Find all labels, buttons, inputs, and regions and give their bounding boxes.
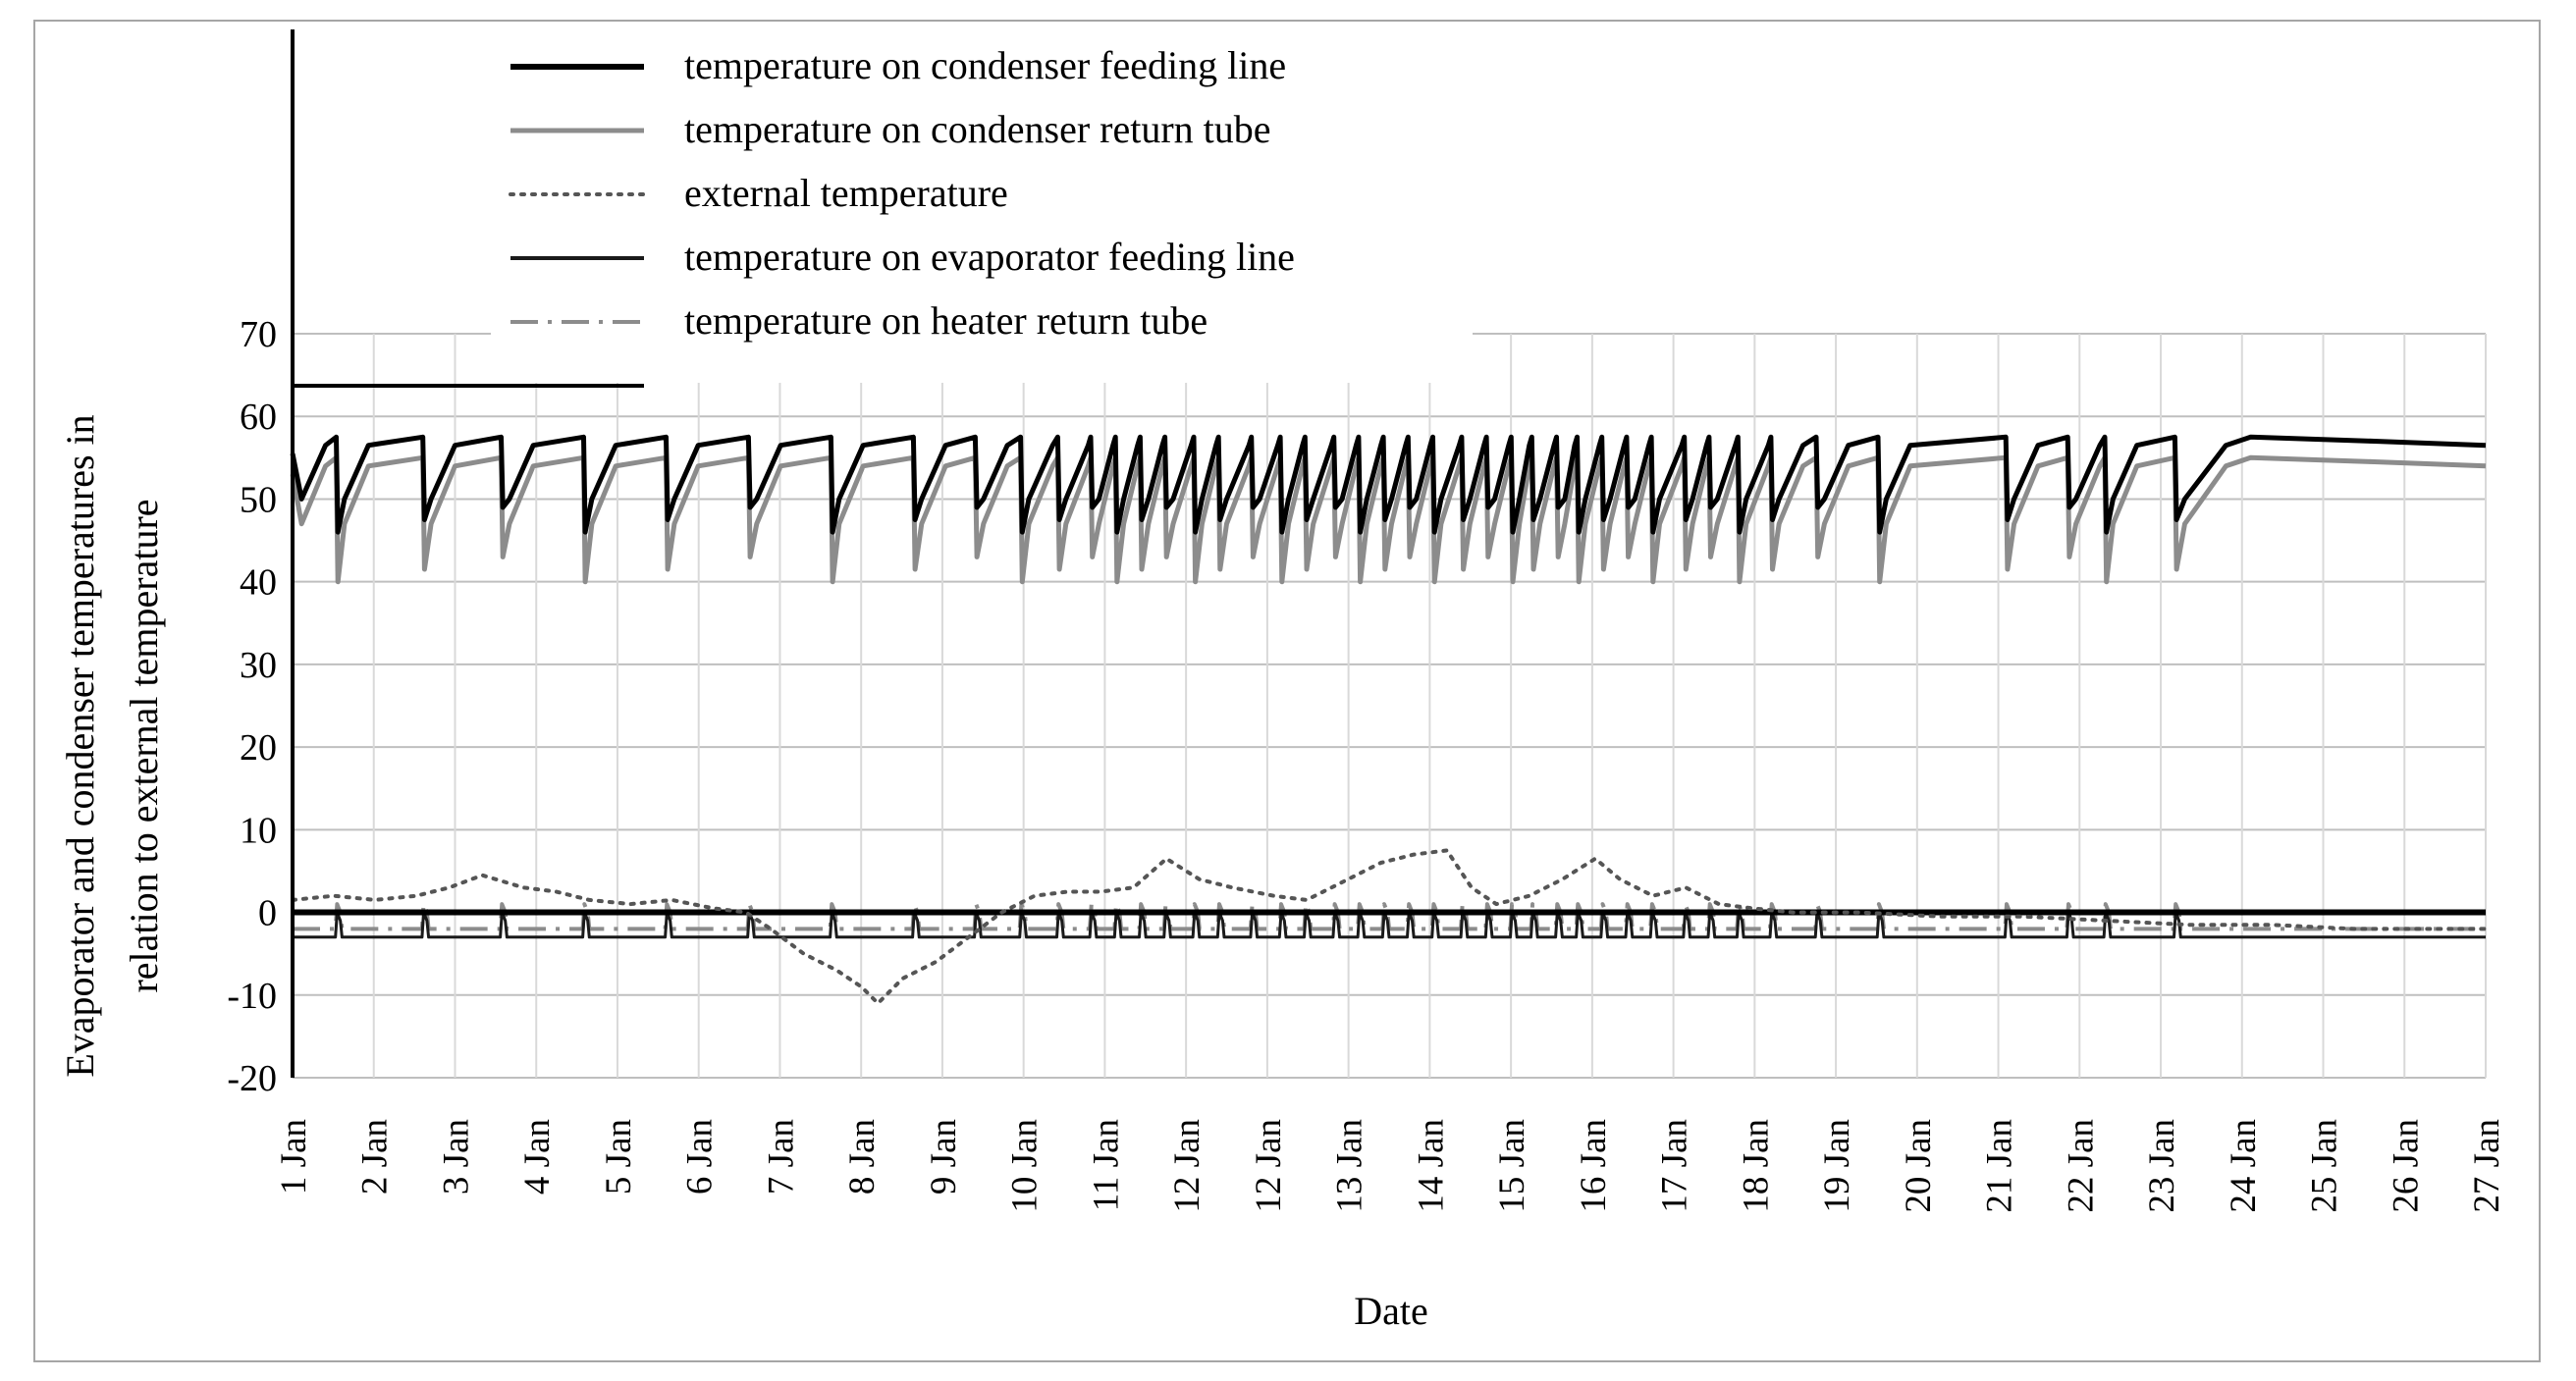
series-external-temperature [291, 848, 2488, 1006]
y-tick-label: -10 [227, 976, 277, 1017]
x-tick-label: 24 Jan [2224, 1119, 2264, 1213]
y-tick-label: 0 [258, 893, 277, 934]
x-tick-label: 12 Jan [1167, 1119, 1208, 1213]
legend-background [491, 29, 1473, 383]
x-tick-label: 14 Jan [1411, 1119, 1451, 1213]
y-tick-label: -20 [227, 1058, 277, 1099]
x-tick-label: 23 Jan [2142, 1119, 2182, 1213]
legend-label: temperature on evaporator feeding line [684, 235, 1295, 279]
x-tick-label: 20 Jan [1899, 1119, 1939, 1213]
x-tick-label: 19 Jan [1817, 1119, 1857, 1213]
x-tick-label: 26 Jan [2386, 1119, 2426, 1213]
y-tick-label: 10 [240, 810, 277, 851]
y-tick-label: 70 [240, 314, 277, 355]
legend-layer: temperature on condenser feeding line tem… [291, 29, 1473, 393]
y-tick-label: 20 [240, 727, 277, 769]
x-tick-label: 15 Jan [1492, 1119, 1532, 1213]
series-evaporator-feeding [293, 911, 2486, 939]
x-tick-label: 13 Jan [1330, 1119, 1370, 1213]
series-layer [290, 434, 2488, 1006]
x-tick-label: 21 Jan [1980, 1119, 2020, 1213]
x-tick-label: 11 Jan [1086, 1119, 1126, 1211]
x-tick-label: 7 Jan [761, 1119, 801, 1195]
x-tick-label: 2 Jan [355, 1119, 396, 1195]
x-tick-label: 9 Jan [924, 1119, 964, 1195]
x-tick-label: 22 Jan [2061, 1119, 2101, 1213]
y-tick-label: 40 [240, 562, 277, 604]
y-tick-label: 50 [240, 479, 277, 520]
legend-label: temperature on condenser feeding line [684, 43, 1286, 87]
x-tick-label: 27 Jan [2467, 1119, 2507, 1213]
y-tick-label: 60 [240, 397, 277, 438]
y-tick-label: 30 [240, 645, 277, 686]
legend-label: temperature on condenser return tube [684, 107, 1271, 151]
x-axis-title: Date [1354, 1289, 1428, 1333]
x-tick-label: 1 Jan [274, 1119, 314, 1195]
x-tick-label: 10 Jan [1005, 1119, 1046, 1213]
axis-layer: -20 -10 0 10 20 30 40 50 60 70 1 Jan 2 Jan 3 Jan 4 Ja… [227, 29, 2507, 1213]
y-axis-title-line2: relation to external temperature [122, 499, 166, 992]
x-tick-label: 6 Jan [680, 1119, 721, 1195]
legend-label: external temperature [684, 171, 1008, 215]
x-tick-label: 8 Jan [842, 1119, 883, 1195]
x-tick-label: 3 Jan [436, 1119, 476, 1195]
series-condenser-return [290, 454, 2487, 585]
y-axis-title-line1: Evaporator and condenser temperatures in [58, 414, 102, 1077]
x-tick-label: 18 Jan [1736, 1119, 1776, 1213]
series-condenser-feeding [290, 434, 2487, 535]
x-tick-label: 16 Jan [1574, 1119, 1614, 1213]
x-tick-label: 4 Jan [517, 1119, 558, 1195]
x-tick-label: 25 Jan [2305, 1119, 2345, 1213]
x-tick-label: 5 Jan [599, 1119, 639, 1195]
legend-label: temperature on heater return tube [684, 298, 1208, 343]
x-tick-label: 12 Jan [1249, 1119, 1289, 1213]
x-tick-label: 17 Jan [1655, 1119, 1695, 1213]
